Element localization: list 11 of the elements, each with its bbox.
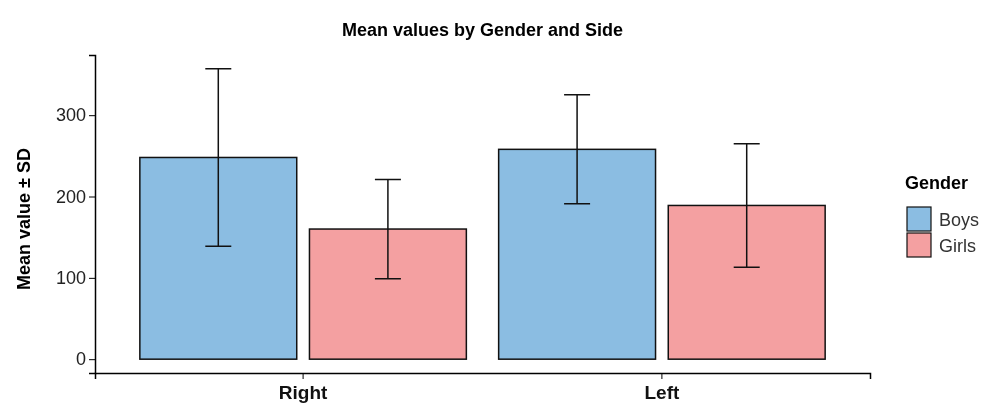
y-axis-title: Mean value ± SD	[14, 148, 34, 290]
x-tick-label: Left	[644, 382, 680, 404]
legend-label: Girls	[939, 236, 976, 256]
legend-title: Gender	[905, 173, 969, 193]
y-tick-label: 0	[75, 349, 86, 370]
chart-title: Mean values by Gender and Side	[341, 20, 624, 40]
y-tick-label: 300	[55, 105, 86, 126]
y-tick-label: 100	[55, 268, 86, 289]
legend-label: Boys	[939, 210, 980, 230]
y-tick-label: 200	[55, 186, 86, 207]
x-tick-label: Right	[278, 382, 329, 404]
